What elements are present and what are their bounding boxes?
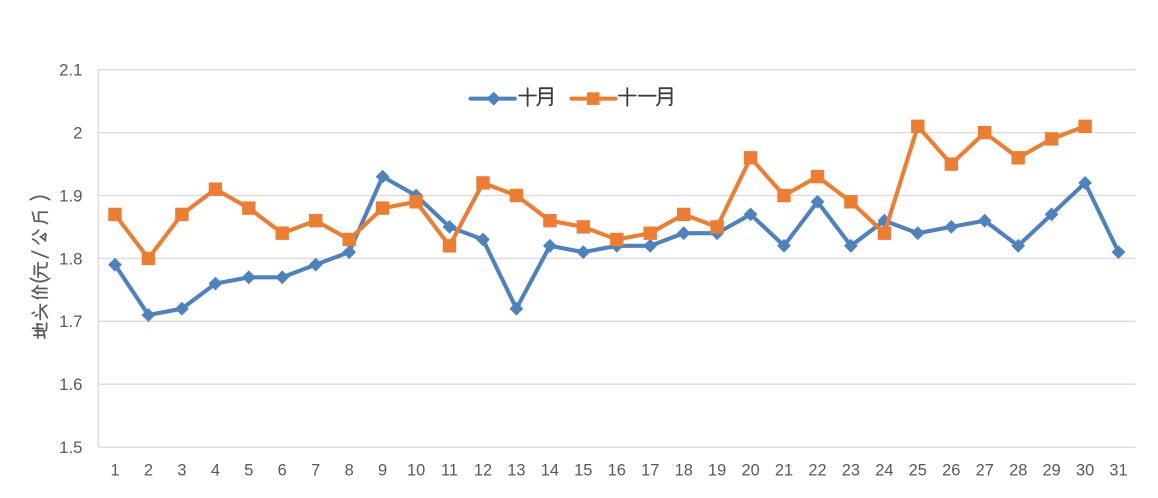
- svg-text:26: 26: [942, 461, 960, 479]
- svg-text:10: 10: [407, 461, 425, 479]
- svg-text:2: 2: [144, 461, 153, 479]
- svg-text:24: 24: [875, 461, 893, 479]
- svg-text:28: 28: [1009, 461, 1027, 479]
- svg-text:4: 4: [211, 461, 220, 479]
- svg-text:17: 17: [641, 461, 659, 479]
- svg-text:22: 22: [808, 461, 826, 479]
- svg-text:11: 11: [441, 461, 458, 479]
- svg-text:20: 20: [741, 461, 759, 479]
- svg-text:7: 7: [311, 461, 320, 479]
- svg-text:1.7: 1.7: [59, 312, 82, 331]
- svg-text:9: 9: [378, 461, 387, 479]
- svg-text:30: 30: [1076, 461, 1094, 479]
- svg-text:5: 5: [244, 461, 253, 479]
- svg-text:21: 21: [775, 461, 793, 479]
- svg-text:1: 1: [110, 461, 119, 479]
- svg-text:15: 15: [574, 461, 592, 479]
- svg-text:1.6: 1.6: [59, 375, 82, 394]
- svg-text:18: 18: [675, 461, 693, 479]
- svg-text:2.1: 2.1: [59, 61, 82, 80]
- svg-text:8: 8: [345, 461, 354, 479]
- svg-text:3: 3: [177, 461, 186, 479]
- svg-text:29: 29: [1042, 461, 1060, 479]
- svg-text:1.9: 1.9: [59, 186, 82, 205]
- svg-text:2: 2: [73, 124, 82, 143]
- svg-text:27: 27: [976, 461, 994, 479]
- svg-text:25: 25: [909, 461, 927, 479]
- svg-text:16: 16: [608, 461, 626, 479]
- svg-text:31: 31: [1109, 461, 1127, 479]
- svg-text:23: 23: [842, 461, 860, 479]
- svg-text:14: 14: [541, 461, 559, 479]
- svg-text:1.5: 1.5: [59, 438, 82, 457]
- svg-text:12: 12: [474, 461, 492, 479]
- svg-text:13: 13: [507, 461, 525, 479]
- svg-text:6: 6: [278, 461, 287, 479]
- svg-text:19: 19: [708, 461, 726, 479]
- svg-text:1.8: 1.8: [59, 249, 82, 268]
